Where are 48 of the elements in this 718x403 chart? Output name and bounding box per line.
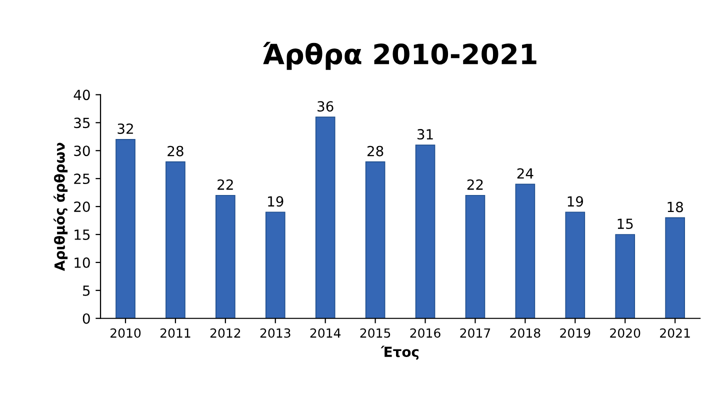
- y-axis-title: Αριθμός άρθρων: [54, 142, 68, 271]
- x-tick-label: 2012: [210, 328, 240, 338]
- x-tick-label: 2016: [410, 328, 440, 338]
- bar: [465, 194, 486, 318]
- data-label: 18: [668, 202, 683, 212]
- x-tick-label: 2014: [310, 328, 341, 338]
- bar: [365, 161, 386, 318]
- y-tick-label: 30: [74, 146, 90, 156]
- bar: [315, 116, 336, 318]
- x-tick-label: 2010: [110, 328, 141, 338]
- x-tick-label: 2019: [560, 328, 590, 338]
- data-label: 22: [218, 179, 233, 190]
- y-tick-label: 40: [74, 90, 90, 100]
- y-tick-label: 25: [74, 174, 90, 184]
- data-label: 28: [168, 146, 184, 156]
- y-tick-label: 15: [74, 230, 90, 240]
- x-tick-label: 2018: [510, 328, 540, 338]
- data-label: 24: [517, 168, 534, 179]
- y-tick-label: 35: [74, 118, 90, 128]
- y-tick-label: 5: [83, 286, 90, 296]
- bar: [515, 184, 536, 318]
- data-label: 36: [318, 101, 334, 112]
- x-tick-label: 2017: [460, 328, 490, 338]
- data-label: 32: [118, 123, 133, 134]
- x-tick-label: 2013: [260, 328, 290, 338]
- bar: [415, 144, 436, 318]
- data-label: 19: [568, 196, 584, 207]
- x-tick-label: 2021: [660, 328, 690, 338]
- y-tick-label: 20: [74, 202, 90, 212]
- data-label: 28: [367, 146, 384, 156]
- bar: [116, 139, 136, 318]
- bar: [615, 234, 636, 318]
- y-tick-label: 10: [74, 257, 90, 268]
- chart-title: Άρθρα 2010-2021: [263, 42, 536, 70]
- bar: [166, 161, 186, 318]
- bar: [216, 194, 236, 318]
- data-label: 19: [268, 196, 284, 207]
- x-tick-label: 2020: [610, 328, 640, 338]
- bar: [265, 212, 286, 318]
- bar: [565, 212, 586, 318]
- data-label: 22: [467, 179, 483, 190]
- y-tick-label: 0: [82, 313, 90, 324]
- data-label: 31: [417, 129, 433, 140]
- data-label: 15: [618, 218, 633, 230]
- bar: [665, 217, 685, 318]
- x-tick-label: 2015: [360, 328, 390, 338]
- x-tick-label: 2011: [160, 328, 190, 338]
- x-axis-title: Έτος: [380, 346, 419, 360]
